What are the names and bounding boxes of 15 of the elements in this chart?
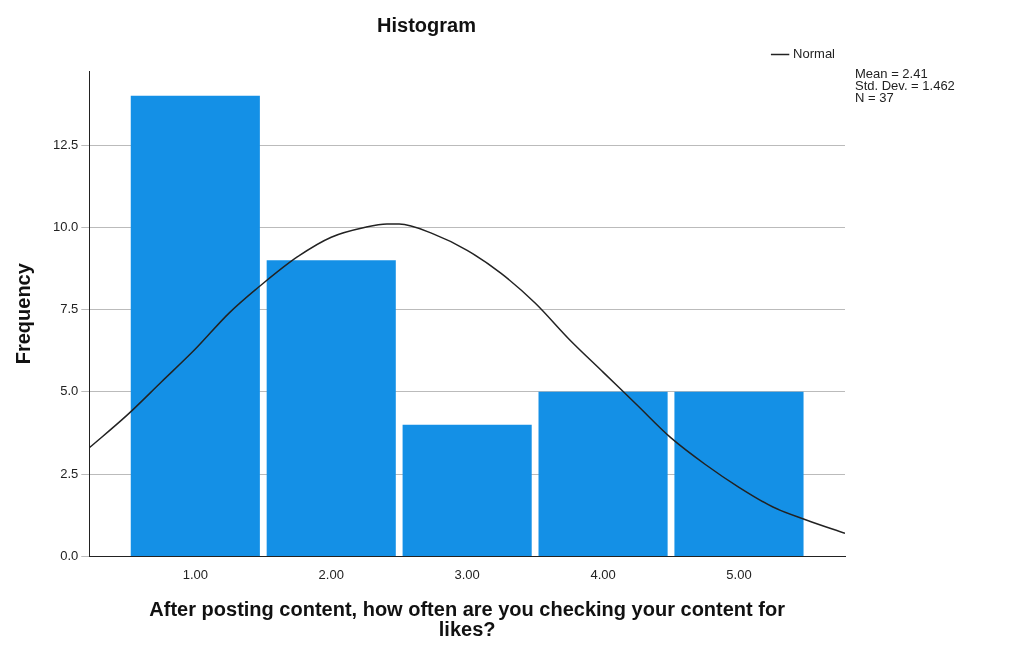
y-axis-title: Frequency xyxy=(11,262,34,365)
x-tick-label: 1.00 xyxy=(182,566,208,582)
chart-title: Histogram xyxy=(377,13,476,36)
y-tick-label: 5.0 xyxy=(60,383,79,399)
y-tick-label: 10.0 xyxy=(52,218,79,234)
y-tick-label: 2.5 xyxy=(60,465,79,481)
y-tick-label: 12.5 xyxy=(52,136,79,152)
x-tick-label: 5.00 xyxy=(726,566,752,582)
x-tick-label: 2.00 xyxy=(318,566,344,582)
x-tick-label: 4.00 xyxy=(590,566,616,582)
y-tick-label: 0.0 xyxy=(60,547,79,563)
y-tick-label: 7.5 xyxy=(60,301,79,317)
x-tick-label: 3.00 xyxy=(454,566,480,582)
legend-label: Normal xyxy=(793,46,836,62)
x-axis-title: After posting content, how often are you checking your content for likes? xyxy=(149,597,786,640)
